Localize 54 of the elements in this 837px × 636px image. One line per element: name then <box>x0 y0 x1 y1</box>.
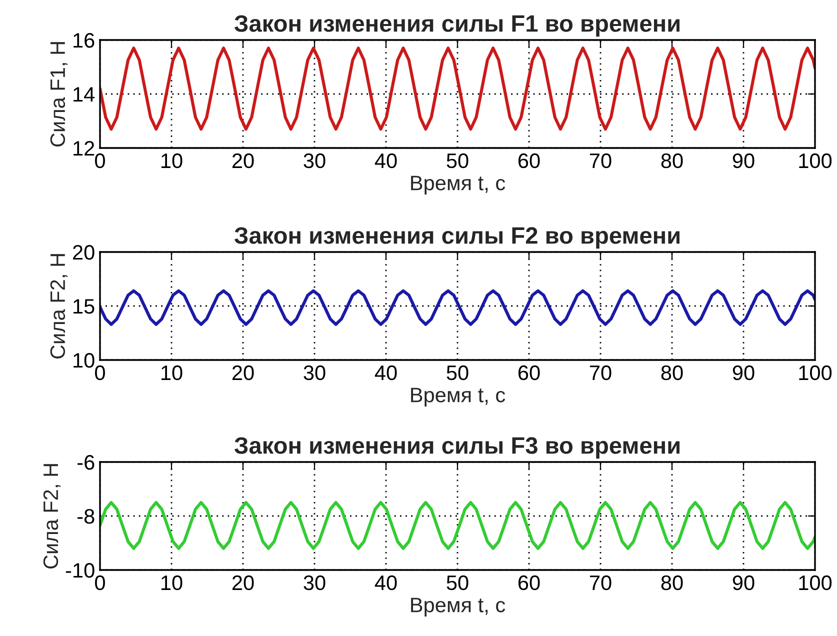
x-tick-label: 80 <box>661 575 683 590</box>
line-series <box>100 46 815 131</box>
y-tick-label: 20 <box>73 245 94 260</box>
y-tick-label: -10 <box>66 563 94 578</box>
y-axis-title: Сила F1, Н <box>50 42 68 147</box>
x-tick-label: 0 <box>95 575 105 590</box>
y-tick-label: -8 <box>78 509 94 524</box>
x-tick-label: 70 <box>590 153 612 168</box>
y-tick-label: -6 <box>78 455 94 470</box>
x-tick-label: 80 <box>661 153 683 168</box>
y-tick-label: 15 <box>74 299 94 314</box>
y-axis-title: Сила F2, Н <box>43 464 61 569</box>
x-tick-label: 50 <box>446 575 468 590</box>
x-tick-label: 90 <box>732 365 754 380</box>
x-tick-label: 30 <box>304 575 326 590</box>
line-series <box>100 500 815 550</box>
x-axis-title: Время t, c <box>411 388 506 406</box>
x-tick-label: 50 <box>446 365 468 380</box>
x-tick-label: 100 <box>799 365 832 380</box>
x-tick-label: 60 <box>518 153 540 168</box>
x-tick-label: 100 <box>799 153 832 168</box>
x-tick-label: 40 <box>374 575 397 590</box>
x-tick-label: 40 <box>374 153 397 168</box>
x-tick-label: 40 <box>374 365 397 380</box>
x-axis-title: Время t, c <box>411 176 506 194</box>
y-tick-label: 14 <box>74 87 95 102</box>
y-tick-label: 12 <box>74 141 94 156</box>
x-tick-label: 20 <box>232 365 254 380</box>
x-tick-label: 90 <box>732 153 754 168</box>
x-axis-title: Время t, c <box>411 598 506 616</box>
y-tick-label: 16 <box>74 33 94 48</box>
x-tick-label: 0 <box>95 153 105 168</box>
x-tick-label: 10 <box>162 153 182 168</box>
x-tick-label: 90 <box>732 575 754 590</box>
y-axis-title: Сила F2, Н <box>50 254 68 359</box>
x-tick-label: 10 <box>162 365 182 380</box>
chart-title: Закон изменения силы F1 во времени <box>234 15 680 37</box>
x-tick-label: 0 <box>95 365 105 380</box>
x-tick-label: 30 <box>304 153 326 168</box>
x-tick-label: 70 <box>590 365 612 380</box>
x-tick-label: 50 <box>446 153 468 168</box>
y-tick-label: 10 <box>74 353 94 368</box>
x-tick-label: 100 <box>799 575 832 590</box>
chart-title: Закон изменения силы F2 во времени <box>234 227 680 249</box>
x-tick-label: 60 <box>518 365 540 380</box>
x-tick-label: 10 <box>162 575 182 590</box>
line-series <box>100 289 815 326</box>
x-tick-label: 20 <box>232 153 254 168</box>
x-tick-label: 30 <box>304 365 326 380</box>
x-tick-label: 20 <box>232 575 254 590</box>
chart-title: Закон изменения силы F3 во времени <box>234 437 680 459</box>
x-tick-label: 80 <box>661 365 683 380</box>
x-tick-label: 70 <box>590 575 612 590</box>
x-tick-label: 60 <box>518 575 540 590</box>
